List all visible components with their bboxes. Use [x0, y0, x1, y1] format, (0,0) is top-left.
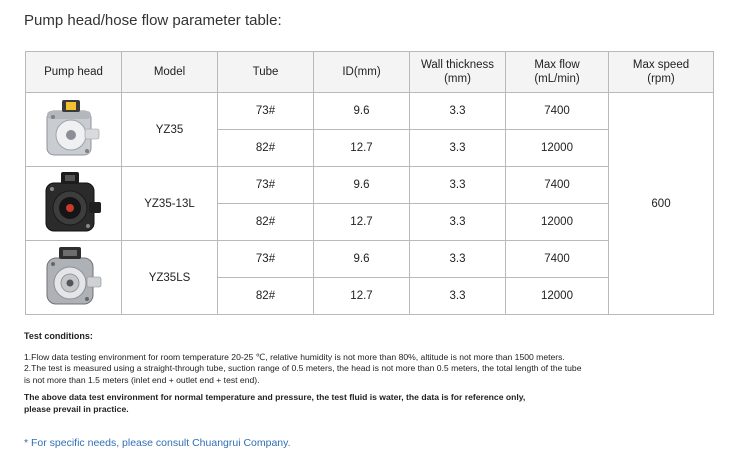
wall-cell: 3.3	[409, 203, 506, 241]
table-row: YZ35-13L 73# 9.6 3.3 7400	[25, 166, 714, 241]
flow-cell: 12000	[505, 203, 609, 241]
tube-cell: 73#	[217, 166, 314, 204]
header-model: Model	[121, 51, 218, 93]
tube-cell: 82#	[217, 129, 314, 167]
parameter-table: Pump head Model Tube ID(mm) Wall thickne…	[25, 51, 714, 315]
header-speed-unit: (rpm)	[647, 73, 675, 85]
table-row: 82# 12.7 3.3 12000	[26, 129, 714, 167]
flow-cell: 7400	[505, 92, 609, 130]
max-speed-cell: 600	[608, 92, 714, 315]
test-condition-2: 2.The test is measured using a straight-…	[24, 363, 582, 373]
pump-head-silver-yellow-icon	[46, 99, 99, 155]
pump-head-gray-silver-icon	[46, 246, 101, 304]
pump-head-black-red-icon	[45, 171, 101, 231]
id-cell: 9.6	[313, 166, 410, 204]
flow-cell: 12000	[505, 129, 609, 167]
header-wall-thickness: Wall thickness (mm)	[409, 51, 506, 93]
disclaimer-line-1: The above data test environment for norm…	[24, 392, 526, 402]
header-row: Pump head Model Tube ID(mm) Wall thickne…	[25, 51, 714, 93]
id-cell: 9.6	[313, 92, 410, 130]
table-row: YZ35 73# 9.6 3.3 7400 600	[25, 92, 714, 315]
model-cell: YZ35-13L	[121, 166, 218, 241]
header-tube: Tube	[217, 51, 314, 93]
test-conditions: Test conditions: 1.Flow data testing env…	[24, 331, 714, 415]
wall-cell: 3.3	[409, 129, 506, 167]
test-condition-1: 1.Flow data testing environment for room…	[24, 351, 565, 362]
header-flow-label: Max flow	[534, 59, 580, 71]
test-condition-2-continued: is not more than 1.5 meters (inlet end +…	[24, 374, 260, 385]
model-cell: YZ35LS	[121, 240, 218, 315]
id-cell: 12.7	[313, 203, 410, 241]
model-cell: YZ35	[121, 92, 218, 167]
flow-cell: 7400	[505, 240, 609, 278]
table-row: 82# 12.7 3.3 12000	[26, 277, 714, 315]
pump-head-image-cell	[25, 240, 122, 315]
table-row: 82# 12.7 3.3 12000	[26, 203, 714, 241]
id-cell: 12.7	[313, 277, 410, 315]
header-id: ID(mm)	[313, 51, 410, 93]
test-conditions-heading: Test conditions:	[24, 331, 93, 341]
disclaimer-line-2: please prevail in practice.	[24, 403, 129, 414]
wall-cell: 3.3	[409, 166, 506, 204]
wall-cell: 3.3	[409, 92, 506, 130]
wall-cell: 3.3	[409, 240, 506, 278]
consult-footnote: * For specific needs, please consult Chu…	[24, 437, 291, 449]
tube-cell: 82#	[217, 203, 314, 241]
header-max-speed: Max speed (rpm)	[608, 51, 714, 93]
wall-cell: 3.3	[409, 277, 506, 315]
header-flow-unit: (mL/min)	[534, 73, 580, 85]
header-wall-label: Wall thickness	[420, 59, 495, 71]
header-pump-head: Pump head	[25, 51, 122, 93]
table-row: YZ35LS 73# 9.6 3.3 7400	[25, 240, 714, 315]
flow-cell: 12000	[505, 277, 609, 315]
id-cell: 12.7	[313, 129, 410, 167]
header-speed-label: Max speed	[632, 59, 690, 71]
pump-head-image-cell	[25, 92, 122, 167]
flow-cell: 7400	[505, 166, 609, 204]
tube-cell: 73#	[217, 240, 314, 278]
pump-head-image-cell	[25, 166, 122, 241]
header-wall-unit: (mm)	[444, 73, 471, 85]
tube-cell: 82#	[217, 277, 314, 315]
header-max-flow: Max flow (mL/min)	[505, 51, 609, 93]
page-title: Pump head/hose flow parameter table:	[24, 12, 282, 29]
tube-cell: 73#	[217, 92, 314, 130]
id-cell: 9.6	[313, 240, 410, 278]
